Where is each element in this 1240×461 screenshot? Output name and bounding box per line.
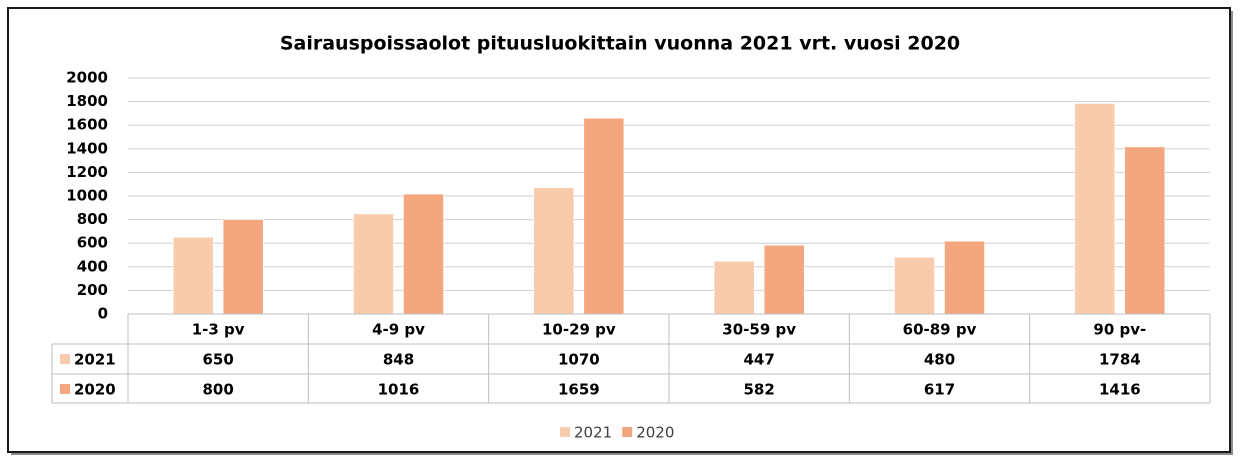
table-cell: 1659 <box>558 381 600 399</box>
legend-key <box>622 427 633 437</box>
bar <box>1074 103 1116 315</box>
bar <box>172 237 214 315</box>
table-legend-key <box>60 354 70 364</box>
x-tick-label: 90 pv- <box>1093 321 1146 339</box>
table-series-name: 2020 <box>74 381 116 399</box>
x-tick-label: 10-29 pv <box>542 321 616 339</box>
bar <box>403 193 444 315</box>
table-cell: 1070 <box>558 351 600 369</box>
y-tick-label: 200 <box>77 281 108 299</box>
y-tick-label: 400 <box>77 257 108 275</box>
x-tick-label: 60-89 pv <box>903 321 977 339</box>
legend-key <box>560 427 570 437</box>
y-tick-label: 800 <box>77 210 108 228</box>
table-cell: 1784 <box>1099 351 1141 369</box>
bar <box>763 245 805 315</box>
table-series-name: 2021 <box>74 351 116 369</box>
table-legend-key <box>60 384 70 394</box>
table-cell: 582 <box>744 381 775 399</box>
table-cell: 480 <box>924 351 955 369</box>
table-cell: 1416 <box>1099 381 1141 399</box>
y-tick-label: 1000 <box>66 187 108 205</box>
chart-title: Sairauspoissaolot pituusluokittain vuonn… <box>280 33 960 55</box>
table-cell: 800 <box>203 381 234 399</box>
y-tick-label: 0 <box>98 305 108 323</box>
y-tick-label: 1200 <box>66 163 108 181</box>
legend-label: 2020 <box>636 424 674 442</box>
y-tick-label: 1800 <box>66 92 108 110</box>
legend-label: 2021 <box>574 424 612 442</box>
table-cell: 650 <box>203 351 234 369</box>
bar <box>533 187 575 315</box>
x-tick-label: 4-9 pv <box>372 321 425 339</box>
bar <box>353 213 394 315</box>
bar <box>222 219 264 315</box>
table-cell: 447 <box>744 351 775 369</box>
x-tick-label: 30-59 pv <box>722 321 796 339</box>
y-tick-label: 1400 <box>66 139 108 157</box>
bar <box>944 240 985 315</box>
y-tick-label: 1600 <box>66 116 108 134</box>
table-cell: 617 <box>924 381 955 399</box>
y-tick-label: 2000 <box>66 69 108 87</box>
bar <box>894 257 935 315</box>
table-cell: 848 <box>383 351 414 369</box>
bar <box>583 117 625 315</box>
bar <box>713 261 755 315</box>
bar <box>1124 146 1166 315</box>
table-cell: 1016 <box>378 381 420 399</box>
y-tick-label: 600 <box>77 234 108 252</box>
x-tick-label: 1-3 pv <box>192 321 245 339</box>
